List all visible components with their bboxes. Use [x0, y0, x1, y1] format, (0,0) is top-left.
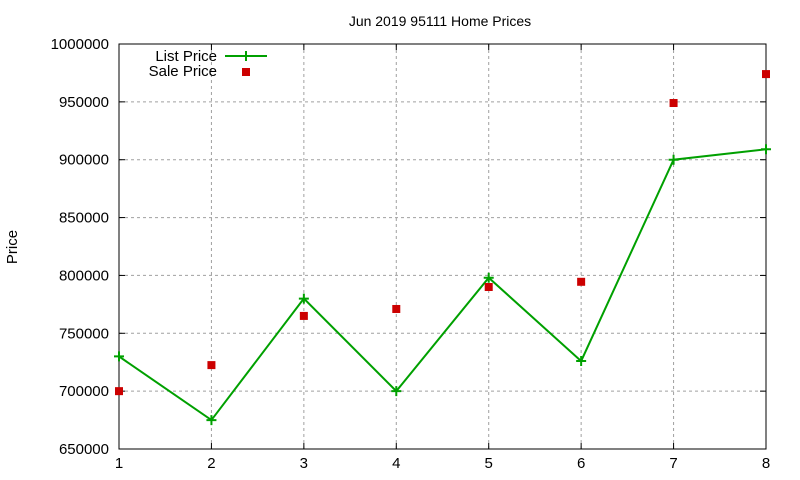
legend-square-marker-icon [242, 68, 250, 76]
plus-marker-icon [761, 144, 771, 155]
series-sale-price [115, 70, 770, 396]
y-tick-label: 850000 [59, 210, 109, 227]
square-marker-icon [115, 387, 123, 396]
y-tick-label: 800000 [59, 267, 109, 284]
legend-plus-marker-icon [241, 51, 251, 61]
x-tick-label: 1 [115, 455, 123, 472]
plot-border [118, 43, 767, 450]
legend: List Price Sale Price [149, 48, 267, 80]
x-tick-label: 6 [577, 455, 585, 472]
square-marker-icon [207, 361, 216, 370]
square-marker-icon [484, 283, 493, 291]
plus-marker-icon [483, 272, 494, 283]
x-tick-label: 3 [300, 455, 308, 472]
y-tick-label: 700000 [59, 383, 109, 400]
y-tick-label: 750000 [59, 325, 109, 342]
x-tick-label: 4 [392, 455, 400, 472]
plus-marker-icon [114, 351, 124, 362]
chart-title: Jun 2019 95111 Home Prices [349, 13, 531, 29]
plus-marker-icon [298, 293, 309, 304]
grid-lines [119, 44, 766, 449]
plus-marker-icon [668, 154, 679, 165]
x-tick-label: 8 [762, 455, 770, 472]
x-tick-label: 5 [485, 455, 493, 472]
square-marker-icon [577, 277, 586, 286]
square-marker-icon [299, 311, 308, 320]
y-axis-ticks: 650000 700000 750000 800000 850000 900000 9500… [51, 36, 766, 458]
legend-label-sale-price: Sale Price [149, 63, 217, 80]
x-tick-label: 7 [669, 455, 677, 472]
y-tick-label: 650000 [59, 441, 109, 458]
series-list-price [114, 144, 771, 426]
square-marker-icon [762, 70, 770, 79]
plus-marker-icon [391, 386, 402, 397]
y-tick-label: 900000 [59, 152, 109, 169]
legend-label-list-price: List Price [155, 48, 217, 65]
data-series [114, 70, 771, 426]
square-marker-icon [392, 304, 401, 313]
y-tick-label: 1000000 [51, 36, 109, 53]
x-tick-label: 2 [207, 455, 215, 472]
y-tick-label: 950000 [59, 94, 109, 111]
y-axis-label: Price [4, 230, 21, 264]
plus-marker-icon [206, 415, 217, 426]
plus-marker-icon [576, 356, 587, 367]
square-marker-icon [669, 99, 678, 108]
x-axis-ticks: 1 2 3 4 5 6 7 8 [115, 44, 770, 472]
